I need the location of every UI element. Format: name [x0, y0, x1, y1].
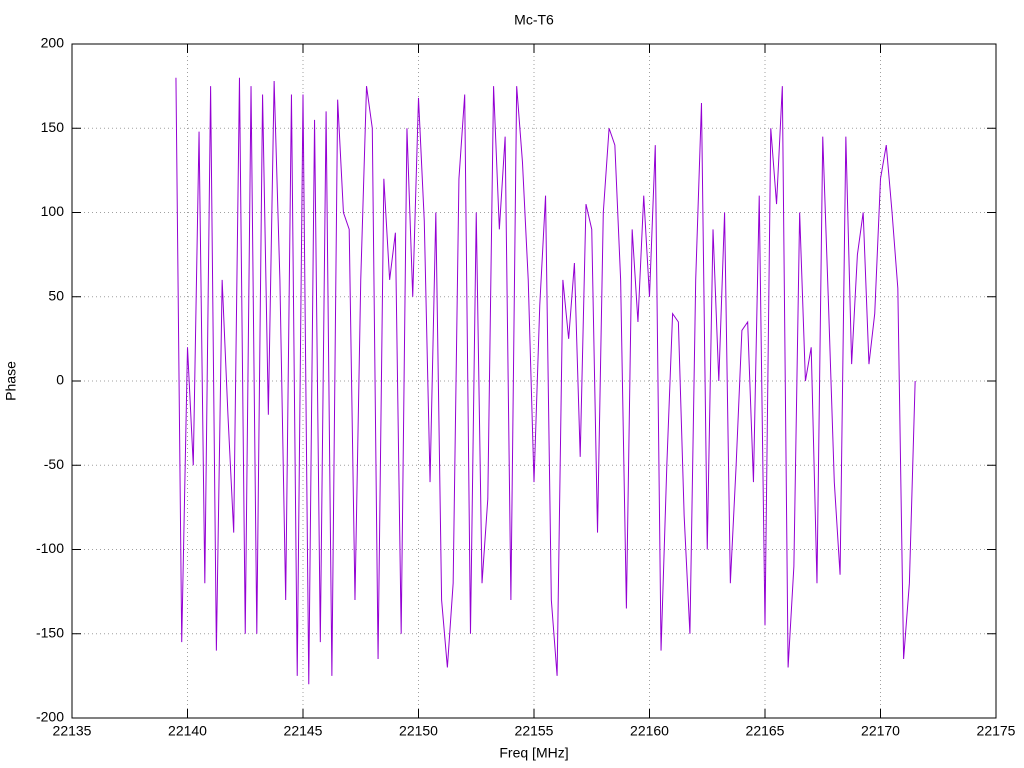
chart-title: Mc-T6	[514, 12, 554, 28]
x-tick-label: 22175	[977, 723, 1016, 739]
x-tick-label: 22150	[399, 723, 438, 739]
y-tick-label: -50	[44, 456, 64, 472]
x-tick-label: 22155	[515, 723, 554, 739]
y-tick-label: 0	[56, 372, 64, 388]
y-tick-label: -200	[36, 709, 64, 725]
y-tick-label: 100	[41, 203, 65, 219]
y-tick-label: 50	[48, 287, 64, 303]
x-tick-label: 22135	[53, 723, 92, 739]
y-tick-label: -150	[36, 624, 64, 640]
y-tick-label: 200	[41, 35, 65, 51]
y-tick-label: -100	[36, 540, 64, 556]
x-tick-label: 22145	[284, 723, 323, 739]
y-tick-label: 150	[41, 119, 65, 135]
x-axis-label: Freq [MHz]	[499, 745, 568, 761]
plot-border	[71, 43, 997, 719]
x-tick-label: 22170	[861, 723, 900, 739]
data-line	[175, 77, 916, 685]
y-axis-label: Phase	[3, 361, 19, 401]
x-tick-label: 22140	[168, 723, 207, 739]
x-tick-label: 22165	[746, 723, 785, 739]
x-tick-label: 22160	[630, 723, 669, 739]
